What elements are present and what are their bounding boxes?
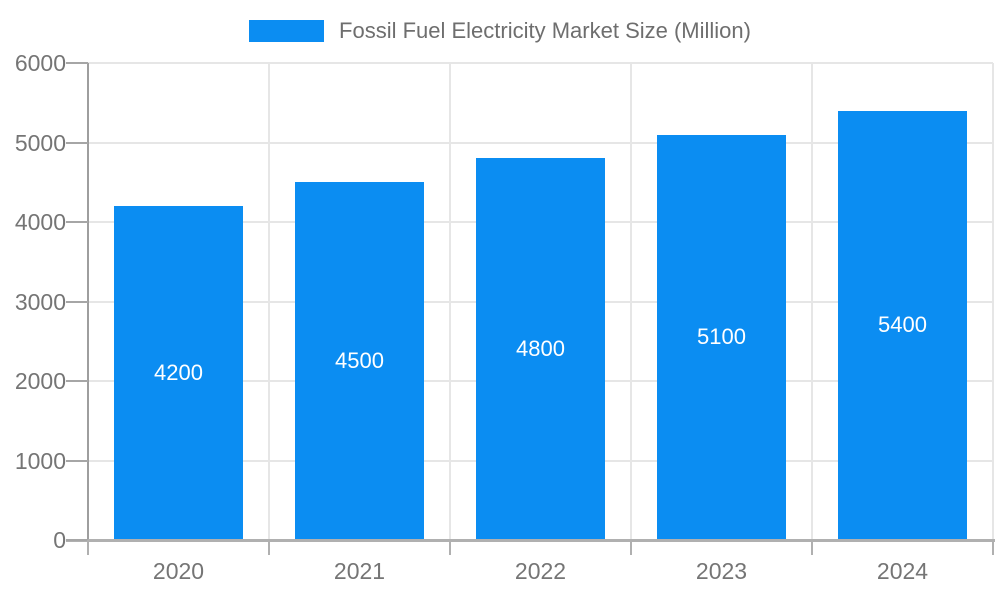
y-gridline: [88, 62, 993, 64]
x-axis-tick-label: 2021: [333, 558, 386, 584]
x-tick-mark: [811, 540, 813, 555]
x-gridline: [268, 63, 270, 540]
bar-value-label: 4200: [154, 360, 203, 386]
bar-2023: [657, 134, 786, 540]
y-tick-mark: [66, 539, 88, 541]
x-gridline: [449, 63, 451, 540]
x-tick-mark: [449, 540, 451, 555]
x-gridline: [630, 63, 632, 540]
bar-2020: [114, 206, 243, 540]
y-axis-tick-label: 1000: [14, 447, 66, 474]
y-axis-line: [87, 63, 89, 555]
x-tick-mark: [992, 540, 994, 555]
y-tick-mark: [66, 62, 88, 64]
x-axis-tick-label: 2023: [695, 558, 748, 584]
bar-value-label: 5400: [878, 312, 927, 338]
x-gridline: [811, 63, 813, 540]
y-tick-mark: [66, 300, 88, 303]
bar-2024: [838, 110, 967, 540]
bar-value-label: 4500: [335, 348, 384, 374]
y-axis-tick-label: 3000: [14, 288, 66, 315]
legend-label: Fossil Fuel Electricity Market Size (Mil…: [339, 18, 751, 43]
y-axis-tick-label: 6000: [14, 50, 66, 76]
y-axis-tick-label: 5000: [14, 129, 66, 156]
y-axis-tick-label: 0: [53, 527, 66, 553]
x-tick-mark: [87, 540, 89, 555]
legend-color-swatch: [249, 20, 325, 42]
x-tick-mark: [630, 540, 632, 555]
bar-value-label: 4800: [516, 336, 565, 362]
x-axis-tick-label: 2022: [514, 558, 567, 584]
y-tick-mark: [66, 380, 88, 382]
y-tick-mark: [66, 221, 88, 223]
y-axis-tick-label: 4000: [14, 209, 66, 235]
x-axis-tick-label: 2024: [876, 558, 929, 584]
bar-2021: [295, 182, 424, 540]
bar-2022: [476, 158, 605, 540]
x-axis-tick-label: 2020: [152, 558, 205, 584]
y-tick-mark: [66, 141, 88, 144]
chart-legend: Fossil Fuel Electricity Market Size (Mil…: [0, 16, 1000, 46]
y-tick-mark: [66, 459, 88, 462]
x-axis-line: [66, 539, 995, 542]
x-tick-mark: [268, 540, 270, 555]
x-gridline: [992, 63, 994, 540]
bar-value-label: 5100: [697, 324, 746, 350]
y-axis-tick-label: 2000: [14, 368, 66, 394]
y-gridline: [88, 141, 993, 144]
